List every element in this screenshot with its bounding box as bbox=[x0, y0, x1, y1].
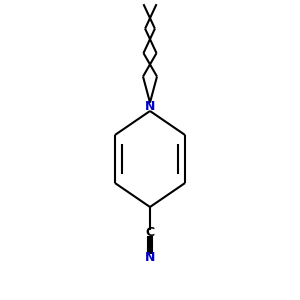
Text: N: N bbox=[145, 100, 155, 113]
Text: N: N bbox=[145, 251, 155, 264]
Text: C: C bbox=[146, 226, 154, 239]
